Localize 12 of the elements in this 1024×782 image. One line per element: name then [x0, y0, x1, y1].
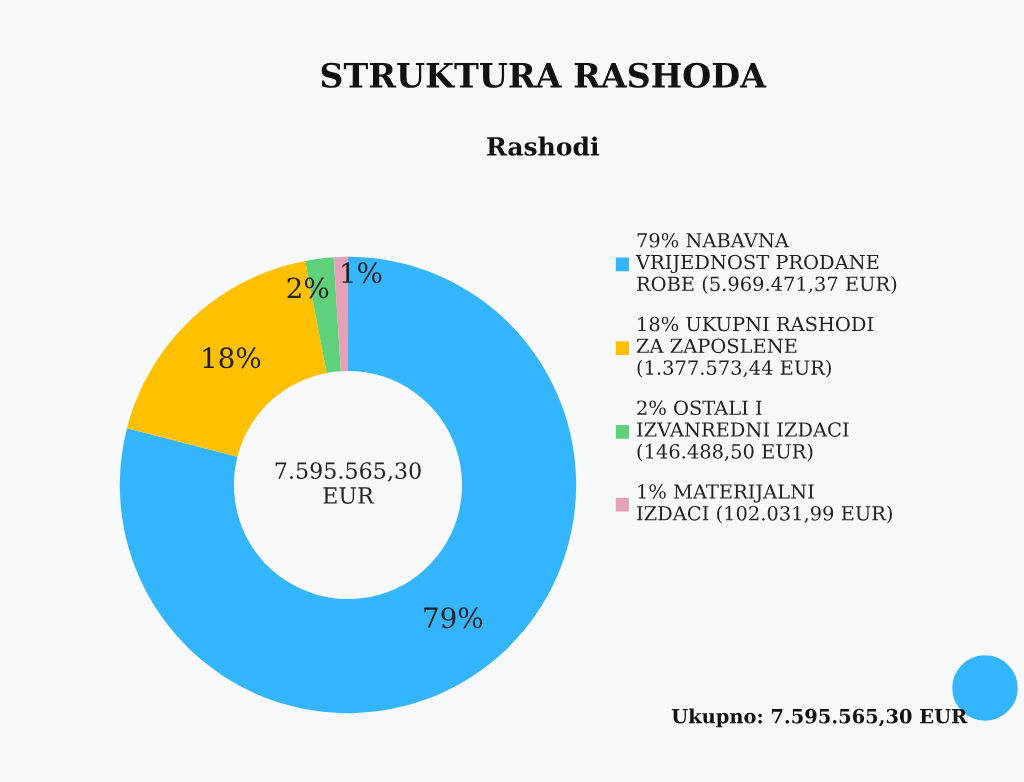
chart-subtitle: Rashodi — [487, 136, 599, 156]
text: 7.595.565,30 EUR — [275, 462, 421, 504]
donut-slice — [127, 260, 327, 457]
text: Ukupno: 7.595.565,30 EUR — [671, 708, 968, 728]
data-label: 18% — [203, 347, 261, 369]
legend-label: 18% UKUPNI RASHODI ZA ZAPOSLENE (1.377.573,44 EUR) — [636, 316, 874, 378]
donut-slice — [119, 256, 577, 714]
chart-title: STRUKTURA RASHODA — [321, 62, 767, 88]
legend-label: 79% NABAVNA VRIJEDNOST PRODANE ROBE (5.969.471,37 EUR) — [635, 232, 897, 294]
legend-label: 1% MATERIJALNI IZDACI (102.031,99 EUR) — [637, 484, 892, 524]
data-label: 79% — [424, 607, 483, 629]
legend-label: 2% OSTALI I IZVANREDNI IZDACI (146.488,50 EUR) — [637, 400, 849, 462]
